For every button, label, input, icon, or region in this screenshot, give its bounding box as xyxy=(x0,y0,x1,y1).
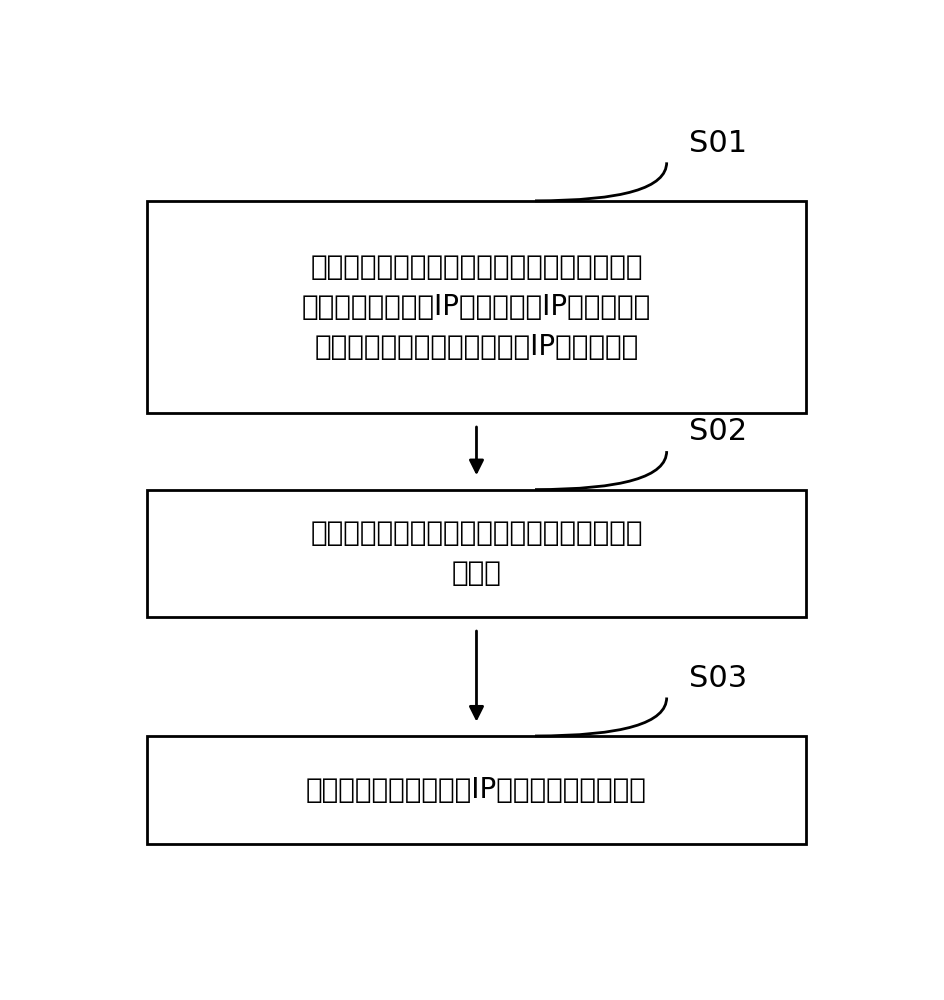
Text: 从获取的各网络终端的网络流量监控数据中提: 从获取的各网络终端的网络流量监控数据中提 xyxy=(311,253,643,281)
Text: S01: S01 xyxy=(689,129,747,158)
Text: 口、目标端口，筛选已使用的IP地址及端口: 口、目标端口，筛选已使用的IP地址及端口 xyxy=(314,333,638,361)
Text: S02: S02 xyxy=(689,417,747,446)
Bar xyxy=(147,490,805,617)
Text: 心节点: 心节点 xyxy=(451,559,501,587)
Text: 取各网络终端的源IP地址、目标IP地址、源端: 取各网络终端的源IP地址、目标IP地址、源端 xyxy=(302,293,651,321)
Text: 对中心节点中已使用的IP地址及端口进行扫描: 对中心节点中已使用的IP地址及端口进行扫描 xyxy=(306,776,647,804)
Bar xyxy=(147,201,805,413)
Bar xyxy=(147,736,805,844)
Text: 按预设规则确定同一网络社区内网络终端的中: 按预设规则确定同一网络社区内网络终端的中 xyxy=(311,519,643,547)
Text: S03: S03 xyxy=(689,664,747,693)
